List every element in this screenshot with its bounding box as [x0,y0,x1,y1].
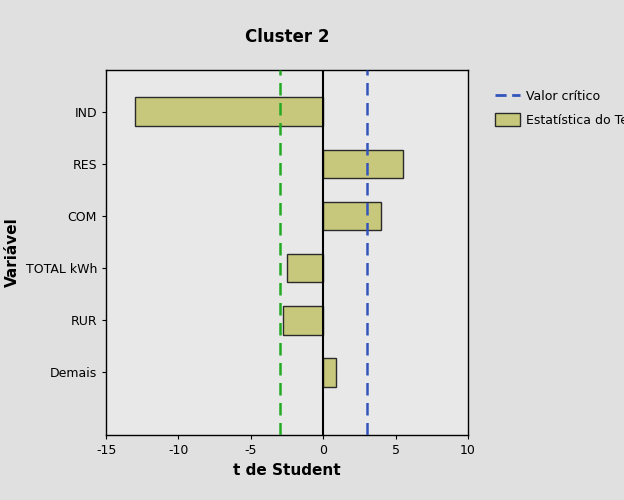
Bar [135,98,323,126]
Legend: Valor crítico, Estatística do Teste: Valor crítico, Estatística do Teste [489,84,624,134]
Bar [323,202,381,230]
Bar [323,358,336,387]
Y-axis label: Variável: Variável [5,218,20,288]
Bar [283,306,323,334]
Bar [287,254,323,282]
Bar [323,150,403,178]
X-axis label: t de Student: t de Student [233,462,341,477]
Title: Cluster 2: Cluster 2 [245,28,329,46]
